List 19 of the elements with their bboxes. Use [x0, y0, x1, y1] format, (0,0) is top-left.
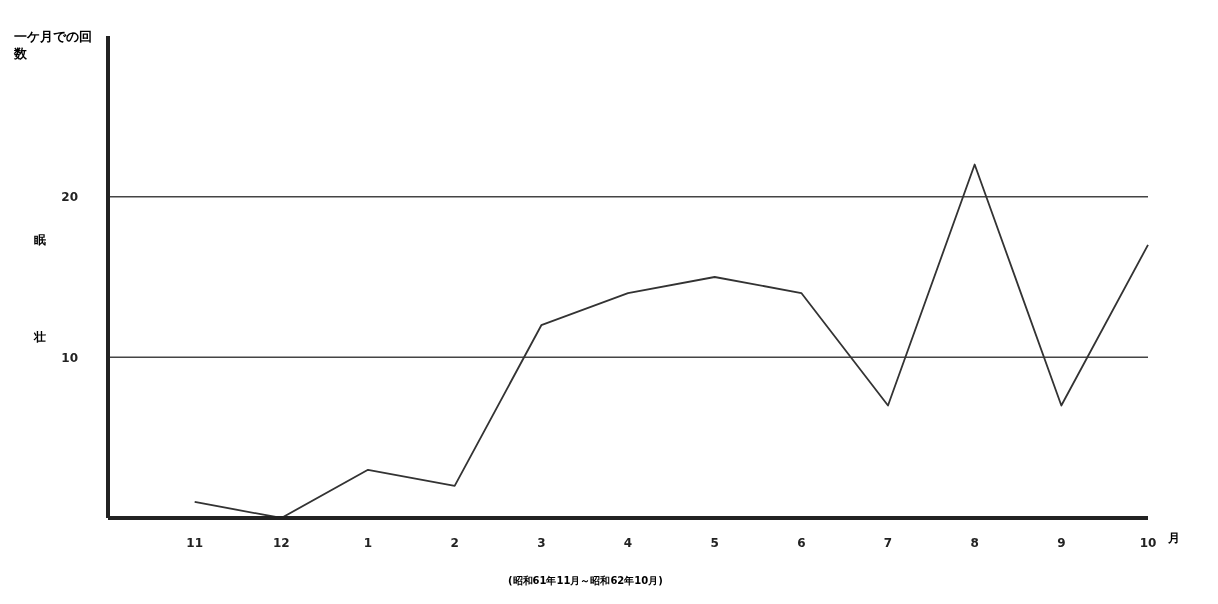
x-tick-label: 6: [797, 535, 806, 550]
x-tick-label: 9: [1057, 535, 1066, 550]
y-axis-title: 一ケ月での回数: [14, 28, 93, 62]
text: (昭和61年11月～昭和62年10月): [508, 574, 663, 588]
x-tick-label: 11: [186, 535, 204, 550]
text: 眠: [34, 231, 46, 249]
x-tick-label: 7: [883, 535, 893, 550]
text: 壮: [34, 329, 46, 347]
line-series: [193, 163, 1149, 518]
x-axis-title: 月: [1168, 530, 1180, 547]
x-tick-label: 12: [272, 535, 290, 550]
y-tick-label: 20: [61, 189, 78, 204]
x-tick-label: 10: [1139, 535, 1157, 550]
x-tick-label: 1: [363, 535, 373, 550]
x-tick-label: 2: [450, 535, 459, 550]
x-tick-label: 8: [970, 535, 979, 550]
x-tick-label: 3: [537, 535, 546, 550]
x-tick-label: 5: [710, 535, 719, 550]
x-tick-label: 4: [623, 535, 633, 550]
